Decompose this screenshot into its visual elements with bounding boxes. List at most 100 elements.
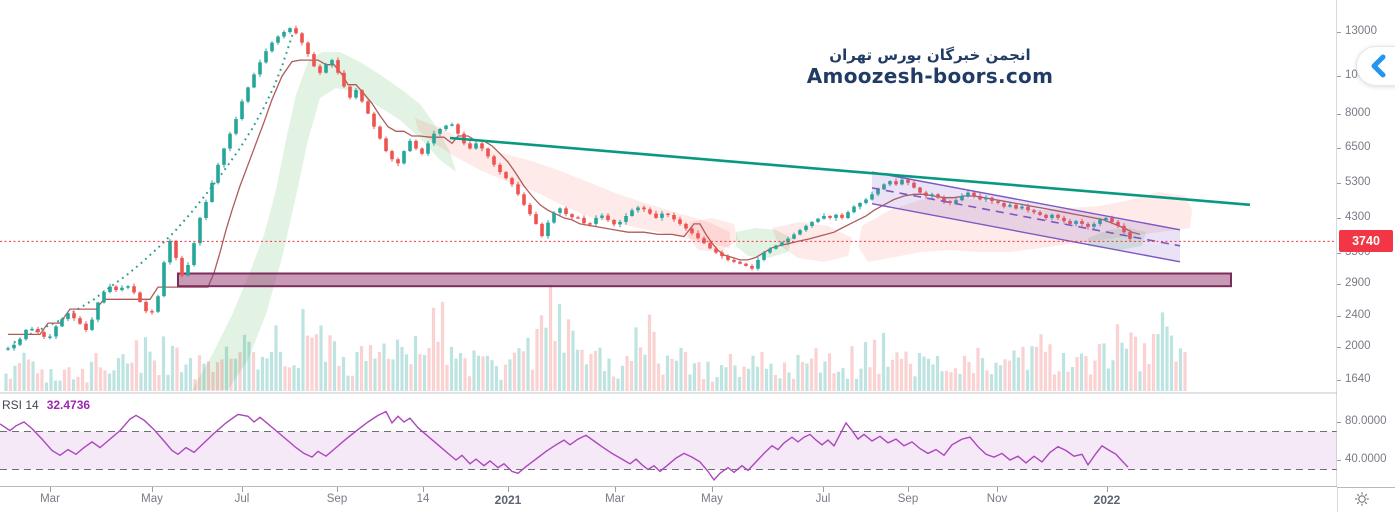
collapse-panel-button[interactable] xyxy=(1356,46,1395,86)
volume-bar xyxy=(517,348,521,391)
volume-bar xyxy=(742,366,746,391)
volume-bar xyxy=(130,362,134,391)
last-price-badge: 3740 xyxy=(1339,230,1393,252)
candle-body xyxy=(132,286,136,293)
volume-bar xyxy=(8,378,13,391)
volume-bar xyxy=(913,376,917,391)
candle-body xyxy=(606,215,610,220)
volume-bar xyxy=(449,346,454,391)
volume-bar xyxy=(4,373,8,391)
volume-bar xyxy=(823,361,827,391)
candle-body xyxy=(762,252,766,260)
channel-top-line xyxy=(871,171,1181,231)
candle-body xyxy=(1044,214,1048,218)
volume-bar xyxy=(328,335,332,391)
candle-body xyxy=(66,313,70,320)
volume-bar xyxy=(850,346,854,391)
candle-body xyxy=(756,259,760,269)
candle-body xyxy=(768,248,772,253)
candle-body xyxy=(246,87,250,102)
candle-body xyxy=(576,217,580,219)
candle-body xyxy=(120,287,124,291)
candle-body xyxy=(894,181,898,185)
candle-body xyxy=(426,143,430,154)
candle-body xyxy=(234,119,238,134)
volume-bar xyxy=(602,371,607,391)
volume-bar xyxy=(692,363,697,391)
candle-body xyxy=(102,292,106,303)
candle-body xyxy=(270,42,274,52)
volume-bar xyxy=(431,307,436,391)
time-axis[interactable]: Mar May Jul Sep 14 2021 Mar May Jul Sep Nov 2022 xyxy=(0,487,1337,512)
candle-body xyxy=(336,60,340,73)
candle-body xyxy=(600,215,604,218)
volume-bar xyxy=(553,341,557,391)
volume-bar xyxy=(944,370,949,391)
candle-body xyxy=(630,210,634,216)
candle-body xyxy=(882,184,886,190)
time-tick-label: Jul xyxy=(234,493,250,505)
candle-body xyxy=(420,148,424,154)
volume-bar xyxy=(71,379,76,391)
volume-bar xyxy=(364,361,368,391)
rsi-line xyxy=(0,410,1129,482)
volume-bar xyxy=(278,351,283,391)
candle-body xyxy=(516,184,520,195)
volume-bar xyxy=(256,369,260,391)
volume-bar xyxy=(260,356,265,391)
rsi-axis[interactable]: 80.0000 40.0000 xyxy=(1337,393,1395,487)
rsi-indicator-legend[interactable]: RSI 14 32.4736 xyxy=(2,398,90,412)
price-tick xyxy=(1337,218,1341,219)
candle-body xyxy=(360,90,364,102)
candle-body xyxy=(1056,214,1060,218)
volume-bar xyxy=(629,361,634,391)
volume-bar xyxy=(400,346,404,391)
time-tick-label: Mar xyxy=(605,493,625,505)
candle-body xyxy=(528,204,532,215)
volume-bar xyxy=(463,358,467,391)
candle-body xyxy=(396,159,400,164)
volume-bar xyxy=(755,366,760,391)
volume-bar xyxy=(229,358,233,391)
candle-body xyxy=(258,62,262,75)
volume-bar xyxy=(373,358,377,391)
volume-bar xyxy=(1165,326,1169,391)
candle-body xyxy=(6,348,10,350)
volume-bar xyxy=(292,365,296,391)
price-tick-label: 6500 xyxy=(1345,141,1371,153)
volume-bar xyxy=(773,375,778,391)
watermark: انجمن خبرگان بورس تهران Amoozesh-boors.c… xyxy=(807,46,1053,88)
time-tick-label: Mar xyxy=(40,493,60,505)
candle-body xyxy=(726,256,730,260)
candle-body xyxy=(60,319,64,327)
volume-bar xyxy=(1048,344,1052,391)
price-tick-label: 13000 xyxy=(1345,25,1377,37)
candle-body xyxy=(786,238,790,243)
candle-body xyxy=(540,223,544,237)
candle-body xyxy=(204,202,208,218)
candle-body xyxy=(264,51,268,63)
volume-bar xyxy=(841,368,845,391)
price-tick-label: 2900 xyxy=(1345,277,1371,289)
candle-body xyxy=(612,219,616,225)
candle-body xyxy=(696,233,700,239)
candle-body xyxy=(972,192,976,196)
volume-bar xyxy=(814,348,818,391)
time-tick xyxy=(997,487,998,492)
volume-bar xyxy=(863,342,868,391)
candle-body xyxy=(42,332,46,337)
volume-bar xyxy=(1138,371,1142,391)
timezone-settings-button[interactable] xyxy=(1350,491,1374,509)
candle-body xyxy=(1032,210,1036,213)
volume-bar xyxy=(490,360,494,391)
channel-bottom-line xyxy=(871,203,1181,263)
candle-body xyxy=(1122,225,1126,233)
volume-bar xyxy=(134,340,139,391)
candle-body xyxy=(714,248,718,253)
volume-bar xyxy=(931,364,935,391)
volume-bar xyxy=(233,358,238,391)
volume-bar xyxy=(1156,334,1160,391)
volume-bar xyxy=(544,327,548,391)
volume-bar xyxy=(1016,357,1021,391)
